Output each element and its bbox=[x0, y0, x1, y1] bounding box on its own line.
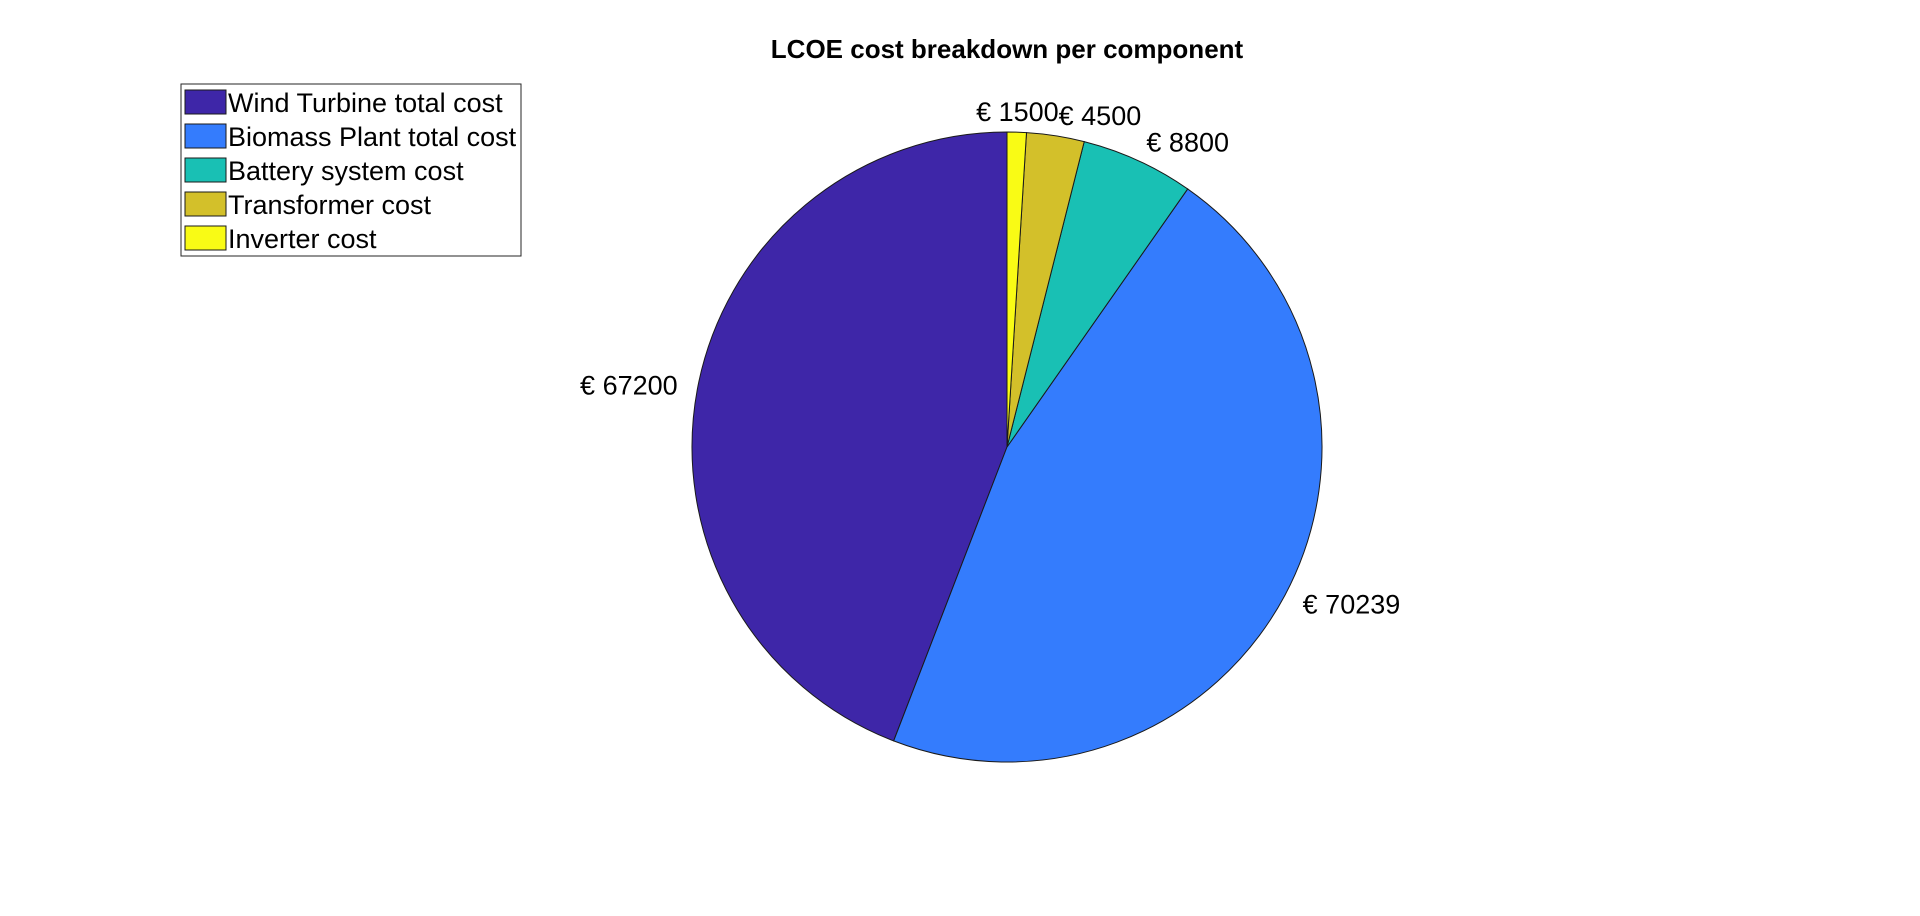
pie-slice-1 bbox=[691, 131, 1008, 742]
slice-label-5: € 1500 bbox=[976, 97, 1059, 127]
legend-label-1: Wind Turbine total cost bbox=[228, 88, 503, 118]
chart-title: LCOE cost breakdown per component bbox=[771, 34, 1244, 64]
legend-swatch-1 bbox=[184, 89, 227, 115]
legend-swatch-3 bbox=[184, 157, 227, 183]
legend-label-4: Transformer cost bbox=[228, 190, 432, 220]
legend-label-5: Inverter cost bbox=[228, 224, 377, 254]
slice-label-3: € 8800 bbox=[1146, 127, 1229, 157]
legend-label-3: Battery system cost bbox=[228, 156, 464, 186]
legend-swatch-5 bbox=[184, 225, 227, 251]
pie-slice-2 bbox=[892, 188, 1323, 763]
legend-swatch-2 bbox=[184, 123, 227, 149]
slice-label-2: € 70239 bbox=[1303, 590, 1401, 620]
pie-slices bbox=[691, 131, 1323, 763]
pie-labels: € 67200 € 70239 € 8800€ 4500€ 1500 bbox=[580, 97, 1400, 619]
legend: Wind Turbine total cost Biomass Plant tot… bbox=[180, 83, 522, 257]
legend-label-2: Biomass Plant total cost bbox=[228, 122, 517, 152]
legend-swatch-4 bbox=[184, 191, 227, 217]
legend-box bbox=[180, 83, 522, 257]
slice-label-4: € 4500 bbox=[1059, 101, 1142, 131]
pie-slice-5 bbox=[1006, 131, 1028, 448]
slice-label-1: € 67200 bbox=[580, 371, 678, 401]
